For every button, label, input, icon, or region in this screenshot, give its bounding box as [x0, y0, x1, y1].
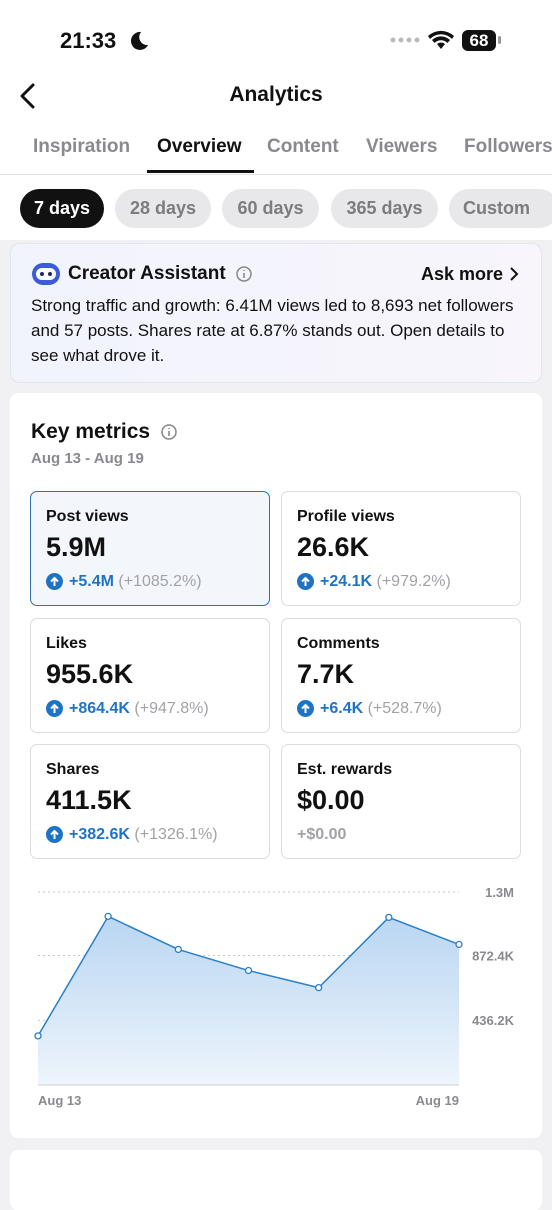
change-percent: (+1326.1%) — [134, 826, 218, 843]
point — [315, 983, 323, 992]
change-value: +5.4M — [69, 573, 114, 590]
metric-value: 7.7K — [297, 658, 355, 689]
metric-label: Profile views — [297, 508, 395, 525]
battery: 68 — [462, 30, 496, 51]
page-title: Analytics — [229, 83, 323, 106]
metric-label: Likes — [46, 634, 87, 652]
range-pill[interactable]: Custom — [449, 189, 552, 228]
x-tick-label: Aug 19 — [416, 1093, 459, 1108]
range-label: 365 days — [346, 198, 423, 218]
x-tick-label: Aug 13 — [38, 1093, 81, 1108]
change-value: +$0.00 — [297, 826, 347, 843]
up-arrow-icon — [46, 699, 63, 717]
range-pill[interactable]: 60 days — [222, 189, 319, 228]
y-tick-label: 436.2K — [472, 1013, 515, 1028]
info-icon[interactable] — [160, 423, 178, 441]
range-label: Custom — [463, 198, 530, 218]
change-value: +864.4K — [69, 699, 130, 717]
metric-change: +864.4K (+947.8%) — [69, 700, 209, 718]
tab[interactable]: Followers — [464, 136, 552, 157]
next-card — [10, 1150, 542, 1210]
assistant-card: Creator Assistant Ask more Strong traffi… — [10, 243, 542, 383]
change-percent: (+528.7%) — [367, 699, 442, 717]
point — [104, 912, 112, 920]
metric-card[interactable]: Comments 7.7K +6.4K (+528.7%) — [281, 617, 521, 733]
info-icon[interactable] — [235, 265, 253, 283]
tab[interactable]: Content — [267, 136, 339, 157]
range-pill[interactable]: 7 days — [20, 189, 104, 228]
date-range: Aug 13 - Aug 19 — [31, 450, 144, 467]
point — [455, 940, 463, 949]
metric-card[interactable]: Post views 5.9M +5.4M (+1085.2%) — [30, 491, 270, 606]
top-area — [0, 0, 552, 174]
range-label: 28 days — [129, 198, 197, 218]
signal-dots — [390, 37, 420, 43]
change-value: +6.4K — [320, 699, 364, 717]
metric-value: 955.6K — [46, 658, 134, 689]
tab[interactable]: Inspiration — [33, 136, 131, 157]
tab-indicator — [147, 170, 254, 173]
metric-change: +382.6K (+1326.1%) — [69, 826, 218, 844]
range-label: 7 days — [33, 198, 91, 218]
battery-tip — [498, 36, 501, 44]
metric-change: +6.4K (+528.7%) — [320, 700, 442, 718]
metric-value: 5.9M — [46, 532, 107, 562]
metric-card[interactable]: Likes 955.6K +864.4K (+947.8%) — [30, 617, 270, 733]
up-arrow-icon — [297, 573, 314, 590]
divider — [0, 174, 552, 175]
point — [385, 913, 393, 922]
metric-change: +5.4M (+1085.2%) — [69, 573, 202, 591]
change-percent: (+947.8%) — [134, 699, 209, 717]
chart: 436.2K 872.4K 1.3M Aug 13 Aug 19 — [34, 885, 515, 1108]
tab[interactable]: Overview — [157, 136, 242, 157]
metric-change: +24.1K (+979.2%) — [320, 573, 451, 591]
chevron — [510, 267, 519, 281]
change-value: +24.1K — [320, 573, 373, 590]
metric-card[interactable]: Shares 411.5K +382.6K (+1326.1%) — [30, 744, 270, 859]
change-value: +382.6K — [69, 826, 130, 843]
metric-value: $0.00 — [297, 785, 365, 815]
metric-change: +$0.00 — [297, 826, 346, 844]
y-tick-label: 1.3M — [485, 885, 514, 900]
back-button[interactable] — [18, 83, 38, 109]
metric-card[interactable]: Est. rewards $0.00 +$0.00 — [281, 744, 521, 859]
area-fill — [38, 916, 459, 1085]
metric-label: Post views — [46, 508, 129, 525]
y-tick-label: 872.4K — [472, 948, 515, 963]
metric-label: Shares — [46, 761, 100, 778]
metric-card[interactable]: Profile views 26.6K +24.1K (+979.2%) — [281, 491, 521, 606]
range-pill[interactable]: 365 days — [331, 189, 438, 228]
metric-label: Est. rewards — [297, 761, 393, 778]
up-arrow-icon — [297, 699, 314, 717]
assistant-title: Creator Assistant — [68, 263, 226, 284]
status-time: 21:33 — [60, 28, 117, 53]
tab[interactable]: Viewers — [366, 136, 438, 157]
assistant-icon — [32, 263, 60, 285]
up-arrow-icon — [46, 573, 63, 590]
point — [34, 1032, 42, 1040]
range-pill[interactable]: 28 days — [115, 189, 211, 228]
section-title: Key metrics — [31, 420, 151, 443]
moon-icon — [130, 31, 148, 50]
range-label: 60 days — [237, 198, 304, 218]
assistant-text: Strong traffic and growth: 6.41M views l… — [31, 296, 514, 365]
point — [174, 945, 182, 954]
change-percent: (+1085.2%) — [118, 573, 202, 590]
wifi-icon — [428, 30, 454, 49]
metric-value: 411.5K — [46, 785, 132, 815]
metric-value: 26.6K — [297, 532, 370, 562]
up-arrow-icon — [46, 826, 63, 843]
ask-more-link[interactable]: Ask more — [420, 264, 503, 284]
point — [244, 966, 253, 975]
change-percent: (+979.2%) — [376, 573, 451, 590]
metric-label: Comments — [297, 634, 380, 652]
